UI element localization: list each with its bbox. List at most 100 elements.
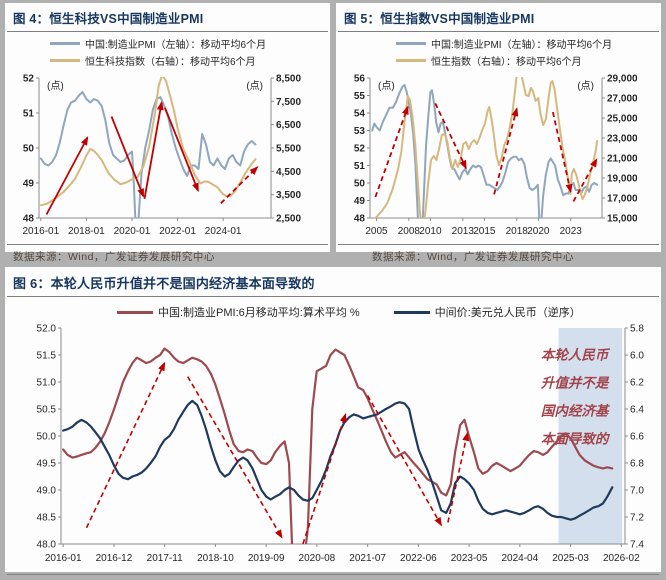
left-tick-label: 51.5 xyxy=(37,351,57,362)
legend-label: 恒生科技指数（右轴）：移动平均6个月 xyxy=(85,57,256,68)
left-tick-label: 51 xyxy=(23,109,35,120)
figure5-source: 数据来源：Wind，广发证券发展研究中心 xyxy=(372,251,574,263)
x-tick-label: 2024-04 xyxy=(501,553,538,564)
left-tick-label: 50 xyxy=(354,179,366,190)
right-tick-label: 23,000 xyxy=(607,134,638,145)
figure4-source: 数据来源：Wind，广发证券发展研究中心 xyxy=(13,251,215,263)
right-tick-label: 6.6 xyxy=(630,432,644,443)
figure5-legend: 中国:制造业PMI（左轴）：移动平均6个月 恒生指数（右轴）：移动平均6个月 xyxy=(396,36,661,68)
figure5-chart: 56 55 54 53 52 51 50 49 48 29,000 27,000 25,000 23,0… xyxy=(354,74,638,238)
left-tick-label: 52.0 xyxy=(37,324,57,335)
figure4-legend: 中国:制造业PMI（左轴）：移动平均6个月 恒生科技指数（右轴）：移动平均6个月 xyxy=(50,36,330,68)
trend-arrow xyxy=(302,412,347,545)
trend-arrow xyxy=(164,107,199,193)
legend-swatch-pmi xyxy=(117,310,153,314)
trend-arrow xyxy=(110,116,145,198)
x-tick-label: 2021-07 xyxy=(349,553,386,564)
figure4-chart: 52 51 50 49 48 8,500 7,500 6,500 5,500 4,500 3,500… xyxy=(22,74,301,238)
trend-arrow xyxy=(447,431,470,523)
right-tick-label: 6.2 xyxy=(630,378,644,389)
right-tick-label: 4,500 xyxy=(276,167,301,178)
right-tick-label: 29,000 xyxy=(607,74,638,85)
left-tick-label: 50.5 xyxy=(37,405,57,416)
bottom-divider xyxy=(7,574,659,575)
figure6-title: 图 6：本轮人民币升值并不是国内经济基本面导致的 xyxy=(13,276,315,291)
right-tick-label: 7.0 xyxy=(630,486,644,497)
x-tick-label: 2015 xyxy=(473,226,496,237)
trend-arrow xyxy=(187,376,283,539)
trend-arrow xyxy=(493,107,519,195)
figure4-panel: 图 4：恒生科技VS中国制造业PMI 中国:制造业PMI（左轴）：移动平均6个月… xyxy=(5,3,330,263)
x-tick-label: 2020 xyxy=(527,226,550,237)
legend-item: 中国:制造业PMI（左轴）：移动平均6个月 xyxy=(50,36,330,51)
series-line-1 xyxy=(373,77,599,218)
right-tick-label: 6.4 xyxy=(630,405,644,416)
right-tick-label: 7.4 xyxy=(630,540,644,551)
legend-item: 中国:制造业PMI（左轴）：移动平均6个月 xyxy=(396,36,661,51)
right-tick-label: 2,500 xyxy=(276,214,301,225)
left-tick-label: 51 xyxy=(354,161,366,172)
right-tick-label: 25,000 xyxy=(607,114,638,125)
x-tick-label: 2022-06 xyxy=(400,553,437,564)
left-tick-label: 52 xyxy=(23,74,35,85)
figure5-panel: 图 5：恒生指数VS中国制造业PMI 中国:制造业PMI（左轴）：移动平均6个月… xyxy=(336,3,661,263)
annotation-line: 本轮人民币 xyxy=(541,347,611,362)
trend-arrow xyxy=(45,136,89,215)
x-tick-label: 2018 xyxy=(506,226,529,237)
legend-item: 中国:制造业PMI:6月移动平均:算术平均 % xyxy=(117,304,360,320)
trend-arrow xyxy=(366,395,442,527)
left-tick-label: 49 xyxy=(23,179,35,190)
x-tick-label: 2025-03 xyxy=(552,553,589,564)
left-tick-label: 48.0 xyxy=(37,540,57,551)
right-tick-label: 19,000 xyxy=(607,174,638,185)
left-tick-label: 53 xyxy=(354,126,366,137)
x-tick-label: 2018-01 xyxy=(68,226,105,237)
right-tick-label: 15,000 xyxy=(607,214,638,225)
legend-swatch-pmi xyxy=(50,42,80,45)
legend-item: 恒生指数（右轴）：移动平均6个月 xyxy=(396,53,661,68)
legend-item: 中间价:美元兑人民币（逆序） xyxy=(393,304,581,320)
left-tick-label: 48 xyxy=(23,214,35,225)
x-tick-label: 2022-01 xyxy=(159,226,196,237)
legend-swatch-cny xyxy=(393,310,430,314)
x-tick-label: 2023 xyxy=(560,226,583,237)
left-axis-unit-label: (点) xyxy=(47,80,64,92)
left-tick-label: 56 xyxy=(354,74,366,85)
x-tick-label: 2026-02 xyxy=(603,553,640,564)
annotation-line: 升值并不是 xyxy=(540,375,610,390)
left-tick-label: 50.0 xyxy=(37,432,57,443)
right-tick-label: 6.0 xyxy=(630,351,644,362)
x-tick-label: 2005 xyxy=(365,226,388,237)
right-axis-unit-label: (点) xyxy=(577,80,594,92)
right-tick-label: 5,500 xyxy=(276,144,301,155)
legend-label: 中国:制造业PMI（左轴）：移动平均6个月 xyxy=(85,40,267,51)
legend-label: 中间价:美元兑人民币（逆序） xyxy=(434,307,581,319)
figure6-legend: 中国:制造业PMI:6月移动平均:算术平均 % 中间价:美元兑人民币（逆序） xyxy=(117,304,661,320)
left-tick-label: 48.5 xyxy=(37,513,57,524)
trend-arrow xyxy=(143,101,164,199)
annotation-line: 国内经济基 xyxy=(541,404,611,419)
legend-label: 中国:制造业PMI:6月移动平均:算术平均 % xyxy=(158,307,360,319)
legend-item: 恒生科技指数（右轴）：移动平均6个月 xyxy=(50,53,330,68)
x-tick-label: 2016-12 xyxy=(96,553,133,564)
trend-arrow xyxy=(220,166,259,204)
trend-arrow xyxy=(552,111,573,194)
x-tick-label: 2016-01 xyxy=(45,553,82,564)
left-tick-label: 48 xyxy=(354,214,366,225)
right-tick-label: 8,500 xyxy=(276,74,301,85)
left-tick-label: 51.0 xyxy=(37,378,57,389)
right-tick-label: 7,500 xyxy=(276,97,301,108)
trend-arrow xyxy=(434,103,467,170)
left-tick-label: 50 xyxy=(23,144,35,155)
x-tick-label: 2020-01 xyxy=(114,226,151,237)
legend-swatch-hsi xyxy=(396,59,426,62)
trend-arrow xyxy=(374,105,409,198)
right-tick-label: 3,500 xyxy=(276,190,301,201)
series-line-0 xyxy=(39,91,257,218)
legend-label: 中国:制造业PMI（左轴）：移动平均6个月 xyxy=(431,40,613,51)
x-tick-label: 2010 xyxy=(419,226,442,237)
figure4-title: 图 4：恒生科技VS中国制造业PMI xyxy=(13,12,204,26)
left-tick-label: 49 xyxy=(354,196,366,207)
trend-arrow xyxy=(85,361,166,529)
left-tick-label: 52 xyxy=(354,144,366,155)
